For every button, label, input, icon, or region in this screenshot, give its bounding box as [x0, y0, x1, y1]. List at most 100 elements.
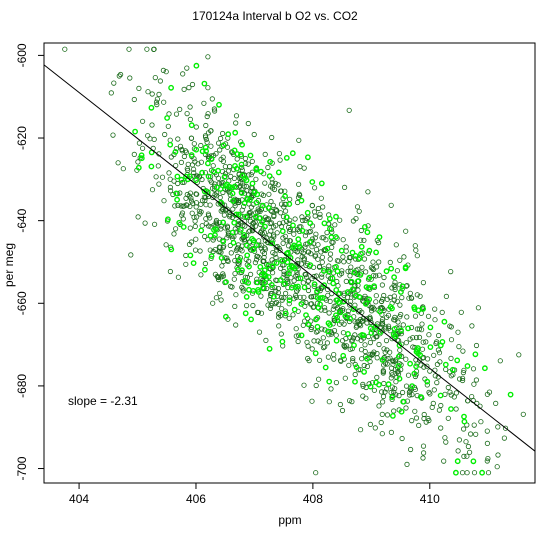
data-point-dark	[308, 301, 314, 307]
data-point-dark	[360, 318, 366, 324]
data-point-dark	[376, 403, 382, 409]
data-point-dark	[110, 132, 116, 138]
data-point-dark	[473, 377, 479, 383]
data-point-dark	[268, 228, 274, 234]
data-point-dark	[265, 216, 271, 222]
data-point-dark	[363, 269, 369, 275]
data-point-dark	[413, 415, 420, 421]
data-point-dark	[233, 113, 240, 119]
data-point-dark	[299, 214, 305, 220]
data-point-dark	[371, 387, 377, 393]
data-point-dark	[239, 164, 245, 170]
data-point-dark	[409, 417, 415, 424]
data-point-dark	[192, 218, 198, 224]
data-point-dark	[280, 214, 287, 220]
data-point-bright	[304, 154, 311, 161]
data-point-dark	[358, 237, 364, 243]
data-point-dark	[403, 340, 409, 346]
data-point-dark	[432, 373, 438, 379]
data-point-dark	[420, 443, 427, 449]
data-point-dark	[203, 136, 209, 142]
data-point-bright	[222, 313, 229, 320]
data-point-bright	[335, 299, 342, 306]
data-point-dark	[216, 236, 222, 242]
data-point-dark	[412, 386, 418, 392]
data-point-dark	[282, 233, 288, 239]
data-point-dark	[173, 146, 179, 152]
data-point-dark	[399, 435, 405, 442]
data-point-dark	[210, 300, 216, 306]
data-point-dark	[305, 287, 312, 294]
data-point-dark	[272, 251, 278, 257]
data-point-dark	[142, 220, 148, 226]
data-point-bright	[258, 271, 265, 278]
data-point-dark	[273, 254, 279, 261]
data-point-dark	[233, 229, 239, 235]
data-point-bright	[317, 295, 324, 301]
data-point-dark	[214, 273, 220, 280]
data-point-dark	[273, 288, 279, 294]
data-point-dark	[261, 254, 267, 260]
data-point-dark	[216, 140, 222, 146]
data-point-bright	[377, 308, 383, 315]
data-point-bright	[314, 295, 321, 301]
data-point-dark	[343, 343, 350, 349]
data-point-dark	[153, 174, 159, 180]
data-point-dark	[189, 210, 195, 216]
data-point-bright	[472, 351, 479, 358]
data-point-dark	[205, 85, 211, 91]
data-point-dark	[352, 371, 358, 378]
data-point-dark	[231, 175, 237, 181]
data-point-dark	[248, 271, 254, 277]
data-point-dark	[372, 425, 378, 431]
data-point-dark	[282, 313, 288, 319]
data-point-bright	[441, 318, 448, 325]
x-tick-label: 406	[186, 492, 206, 506]
data-point-dark	[222, 164, 228, 170]
data-point-dark	[240, 286, 246, 292]
data-point-dark	[179, 146, 185, 153]
data-point-dark	[484, 428, 490, 434]
data-point-bright	[332, 233, 339, 240]
data-point-dark	[361, 296, 367, 302]
data-point-dark	[208, 153, 214, 159]
data-point-dark	[356, 321, 362, 328]
data-point-dark	[347, 273, 353, 279]
data-point-bright	[317, 301, 323, 308]
data-point-dark	[303, 272, 309, 278]
data-point-dark	[290, 312, 296, 318]
data-point-dark	[304, 339, 310, 345]
data-point-dark	[445, 384, 451, 391]
data-point-dark	[183, 261, 189, 267]
data-point-bright	[205, 173, 212, 180]
data-point-dark	[232, 203, 238, 209]
data-point-dark	[375, 240, 382, 246]
data-point-bright	[176, 219, 183, 226]
data-point-dark	[311, 185, 318, 191]
data-point-dark	[245, 120, 251, 127]
data-point-dark	[291, 278, 297, 284]
data-point-dark	[242, 238, 248, 244]
data-point-dark	[376, 272, 382, 278]
data-point-bright	[265, 204, 272, 211]
data-point-dark	[135, 214, 141, 220]
data-point-dark	[178, 203, 184, 209]
data-point-bright	[231, 147, 238, 154]
data-point-dark	[374, 355, 380, 361]
data-point-bright	[402, 265, 409, 272]
data-point-dark	[120, 166, 126, 172]
data-point-dark	[301, 382, 307, 388]
data-point-dark	[461, 367, 467, 373]
data-point-dark	[331, 351, 337, 358]
data-point-dark	[170, 191, 176, 198]
data-point-dark	[183, 202, 189, 208]
data-point-bright	[326, 378, 333, 385]
data-point-bright	[173, 190, 180, 197]
data-point-bright	[254, 191, 261, 198]
data-point-bright	[269, 263, 276, 270]
data-point-dark	[448, 355, 454, 361]
data-point-dark	[471, 470, 478, 476]
data-point-bright	[295, 283, 301, 290]
data-point-dark	[432, 317, 438, 323]
data-point-dark	[443, 293, 449, 299]
